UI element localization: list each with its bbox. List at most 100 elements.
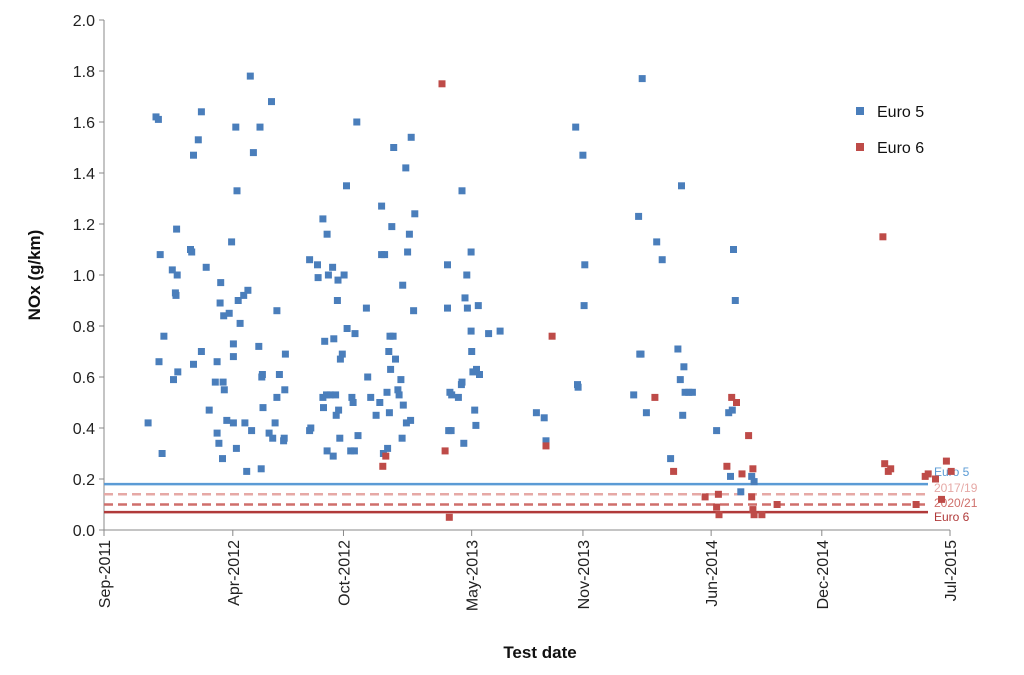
data-point [387,365,395,373]
data-point [258,373,266,381]
data-point [924,470,932,478]
data-point [714,490,722,498]
data-point [402,164,410,172]
data-point [454,393,462,401]
data-point [170,376,177,384]
data-point [467,327,475,335]
y-tick-label: 1.4 [73,166,95,183]
data-point [343,182,350,190]
data-point [715,511,723,519]
y-tick-label: 1.2 [73,217,95,234]
data-point [879,233,887,241]
data-point [463,304,471,312]
data-point [220,386,228,394]
data-point [382,452,390,460]
data-point [725,409,733,417]
data-point [773,501,781,508]
data-point [281,350,289,358]
data-point [411,210,419,218]
data-point [172,291,180,299]
data-point [269,434,277,442]
data-point [548,332,556,340]
axes: 0.0 0.2 0.4 0.6 0.8 1.0 1.2 1.4 1.6 1.8 2.0 Sep-201… [73,13,960,611]
data-point [248,427,256,435]
data-point [384,444,392,452]
data-point [383,388,391,396]
data-point [229,353,237,361]
data-point [205,406,213,414]
data-point [728,393,736,401]
data-point [232,444,240,452]
data-point [347,447,355,455]
data-point [653,238,661,246]
data-point [216,299,224,307]
data-point [241,419,249,427]
data-point [397,376,405,384]
data-point [271,419,279,427]
legend-label: Euro 5 [877,104,924,121]
data-point [353,118,361,126]
data-point [217,279,225,287]
data-point [275,371,283,378]
data-point [154,115,162,123]
data-point [324,271,332,279]
data-point [638,75,646,83]
data-point [265,429,273,437]
data-point [319,215,327,223]
data-point [323,230,331,238]
data-point [229,340,237,348]
data-point [532,409,540,417]
y-tick-label: 0.4 [73,421,95,438]
data-point [469,368,477,376]
data-point [540,414,548,422]
data-point [249,149,257,157]
data-point [398,434,406,442]
data-point [680,363,688,371]
y-axis-title: NOx (g/km) [25,230,44,321]
data-point [314,261,321,269]
data-point [223,416,231,424]
data-point [190,360,197,368]
data-point [731,297,739,304]
data-point [385,409,393,417]
data-point [467,248,475,256]
data-point [323,391,330,399]
data-point [912,501,920,508]
data-point [727,472,734,480]
data-point [658,256,666,264]
data-point [323,447,331,455]
data-point [213,358,221,366]
data-point [750,511,758,519]
data-point [579,151,587,159]
data-point [236,319,244,327]
y-tick-label: 0.6 [73,370,95,387]
x-tick-label: Jun-2014 [704,540,721,607]
data-point [155,358,163,366]
x-tick-label: Dec-2014 [815,540,832,609]
data-point [688,388,696,396]
data-point [441,447,449,455]
data-point [402,419,410,427]
data-point [234,297,242,304]
data-point [354,432,362,440]
data-point [388,223,396,231]
x-tick-label: May-2013 [465,540,482,611]
data-point [444,261,451,269]
data-point [330,335,338,343]
data-point [667,455,675,463]
data-point [485,330,493,338]
data-point [723,462,731,470]
limit-label: 2017/19 [934,481,978,495]
data-point [329,263,337,271]
data-point [679,411,687,419]
data-point [407,416,415,424]
data-point [220,312,228,320]
data-point [259,404,267,412]
data-point [458,378,466,386]
data-point [670,467,678,475]
data-point [399,281,407,289]
data-point [256,123,264,131]
data-point [438,80,446,88]
